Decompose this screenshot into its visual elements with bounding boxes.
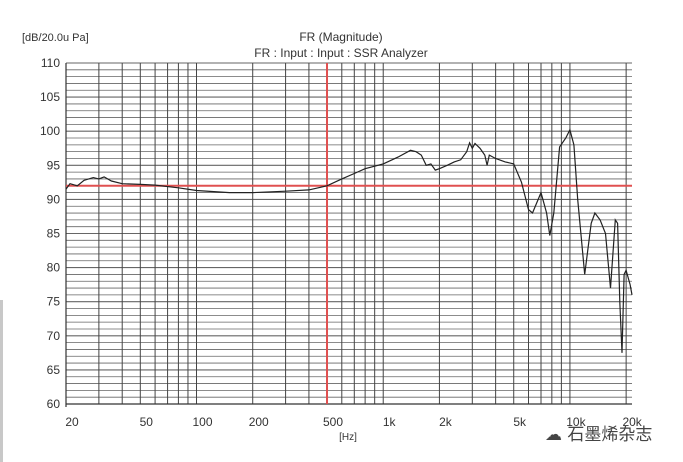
x-tick-label: 10k: [566, 415, 586, 429]
x-tick-label: 500: [323, 415, 343, 429]
left-edge-bar: [0, 300, 3, 462]
x-tick-label: 200: [249, 415, 269, 429]
y-tick-label: 90: [47, 192, 61, 206]
x-tick-label: 20k: [622, 415, 642, 429]
x-tick-label: 2k: [439, 415, 453, 429]
y-tick-label: 100: [40, 124, 60, 138]
chart-subtitle: FR : Input : Input : SSR Analyzer: [254, 46, 427, 60]
y-tick-label: 75: [47, 295, 61, 309]
wechat-icon: ☁: [545, 425, 568, 445]
chart-title: FR (Magnitude): [299, 30, 382, 44]
x-axis-label: [Hz]: [339, 432, 357, 443]
y-tick-label: 60: [47, 397, 61, 411]
y-tick-label: 70: [47, 329, 61, 343]
watermark: ☁ 石墨烯杂志: [545, 420, 652, 445]
y-axis-unit-label: [dB/20.0u Pa]: [22, 32, 89, 44]
y-tick-label: 110: [41, 56, 60, 70]
grid: [65, 62, 632, 407]
y-tick-label: 85: [47, 227, 61, 241]
y-tick-label: 95: [47, 158, 61, 172]
x-tick-label: 100: [192, 415, 212, 429]
series-line-fr: [65, 128, 633, 353]
y-tick-label: 65: [47, 363, 61, 377]
series-group: [65, 128, 633, 353]
y-tick-label: 80: [47, 261, 61, 275]
x-tick-label: 50: [140, 415, 154, 429]
x-tick-label: 1k: [383, 415, 397, 429]
axis-ticks: 110 105 100 95 90 85 80 75 70 65 60 20 50 100 200 500 1k…: [40, 56, 643, 429]
x-tick-label: 20: [65, 415, 79, 429]
watermark-text: 石墨烯杂志: [567, 425, 653, 445]
x-tick-label: 5k: [513, 415, 527, 429]
y-tick-label: 105: [40, 90, 60, 104]
